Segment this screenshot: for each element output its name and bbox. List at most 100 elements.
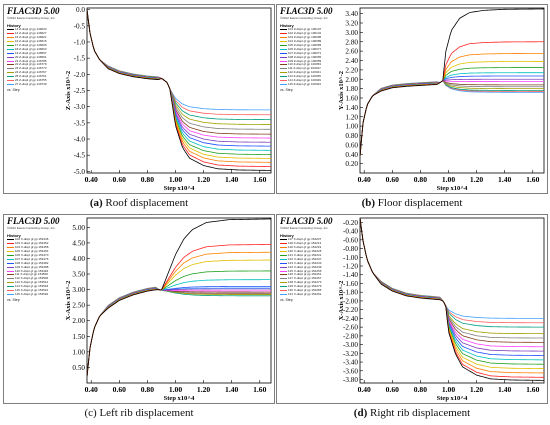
legend-text: 109 Z-displ gf gp 100059 bbox=[288, 58, 322, 63]
legend-entry-c-1: 103 X-displ gf gp 153452 bbox=[7, 242, 63, 246]
legend-text: 22 Z-displ gf gp 146779 bbox=[15, 62, 47, 67]
caption-b-text: Floor displacement bbox=[375, 197, 463, 209]
legend-swatch bbox=[280, 278, 287, 280]
legend-text: 20 Z-displ gf gp 146591 bbox=[15, 54, 47, 59]
plot-d: -0.20-0.40-0.60-0.80-1.00-1.20-1.40-1.60… bbox=[338, 217, 545, 402]
legend-entry-d-12: 129 X-displ gf gp 152279 bbox=[280, 285, 336, 289]
legend-entry-d-8: 125 X-displ gf gp 152255 bbox=[280, 269, 336, 273]
y-tick-label: 1.00 bbox=[72, 348, 85, 356]
legend-swatch bbox=[280, 33, 287, 35]
y-tick-label: 0.60 bbox=[345, 141, 358, 149]
legend-entry-b-11: 112 Z-displ gf gp 100041 bbox=[280, 71, 336, 75]
plot-b: 0.200.400.600.801.001.201.401.601.802.00… bbox=[338, 7, 545, 192]
y-tick-label: -3.00 bbox=[343, 341, 358, 349]
legend-text: 25 Z-displ gf gp 146761 bbox=[15, 74, 47, 79]
legend-text: 114 X-displ gf gp 153518 bbox=[15, 284, 49, 289]
legend-swatch bbox=[7, 239, 14, 241]
legend-text: 129 X-displ gf gp 152279 bbox=[288, 284, 322, 289]
legend-entry-a-4: 17 Z-displ gf gp 146609 bbox=[7, 44, 63, 48]
y-tick-label: -1.5 bbox=[74, 55, 86, 63]
legend-entry-c-6: 108 X-displ gf gp 153482 bbox=[7, 261, 63, 265]
legend-entry-d-4: 121 X-displ gf gp 152231 bbox=[280, 254, 336, 258]
history-label-c: History bbox=[7, 233, 21, 238]
y-tick-label: -2.5 bbox=[74, 87, 86, 95]
legend-swatch bbox=[7, 76, 14, 78]
caption-c-tag: (c) bbox=[84, 407, 97, 419]
legend-entry-c-5: 107 X-displ gf gp 153476 bbox=[7, 257, 63, 261]
legend-entry-d-1: 118 X-displ gf gp 152213 bbox=[280, 242, 336, 246]
legend-entry-b-10: 111 Z-displ gf gp 100047 bbox=[280, 67, 336, 71]
x-tick-label: 1.40 bbox=[498, 385, 511, 394]
x-tick-label: 0.80 bbox=[141, 175, 154, 184]
legend-text: 104 Z-displ gf gp 100089 bbox=[288, 39, 322, 44]
y-tick-label: 0.20 bbox=[345, 160, 358, 168]
legend-swatch bbox=[280, 80, 287, 82]
y-tick-label: -1.0 bbox=[74, 38, 86, 46]
y-tick-label: 3.00 bbox=[72, 286, 85, 294]
legend-swatch bbox=[7, 52, 14, 54]
legend-entry-c-14: 116 X-displ gf gp 153530 bbox=[7, 292, 63, 296]
caption-d-tag: (d) bbox=[353, 407, 368, 419]
y-tick-label: -2.0 bbox=[74, 71, 86, 79]
y-tick-label: 2.00 bbox=[72, 317, 85, 325]
legend-swatch bbox=[280, 255, 287, 256]
legend-text: 110 X-displ gf gp 153494 bbox=[15, 268, 49, 273]
legend-swatch bbox=[280, 83, 287, 85]
legend-entry-b-1: 102 Z-displ gf gp 100101 bbox=[280, 32, 336, 36]
legend-text: 27 Z-displ gf gp 146749 bbox=[15, 81, 47, 86]
y-tick-label: 4.00 bbox=[72, 255, 85, 263]
legend-text: 106 Z-displ gf gp 100077 bbox=[288, 46, 322, 51]
copyright-b: ©2012 Itasca Consulting Group, Inc. bbox=[280, 16, 329, 20]
series-group bbox=[87, 218, 271, 377]
legend-text: 116 X-displ gf gp 153530 bbox=[15, 291, 49, 296]
legend-text: 113 Z-displ gf gp 100035 bbox=[288, 74, 321, 79]
x-axis-label: Step x10^4 bbox=[164, 395, 195, 402]
legend-entry-c-11: 113 X-displ gf gp 153512 bbox=[7, 281, 63, 285]
y-tick-label: -2.40 bbox=[343, 315, 358, 323]
legend-text: 114 Z-displ gf gp 100029 bbox=[288, 78, 321, 83]
legend-text: 103 Z-displ gf gp 100095 bbox=[288, 35, 322, 40]
y-tick-label: 1.50 bbox=[72, 333, 85, 341]
y-tick-label: -3.60 bbox=[343, 367, 358, 375]
plot-frame bbox=[359, 217, 545, 384]
x-tick-label: 1.00 bbox=[169, 385, 182, 394]
y-tick-label: 2.50 bbox=[72, 302, 85, 310]
legend-entry-a-10: 23 Z-displ gf gp 146773 bbox=[7, 67, 63, 71]
y-axis-label: Z-Axis x10^-2 bbox=[65, 71, 72, 110]
y-tick-label: -0.80 bbox=[343, 245, 358, 253]
legend-entry-b-0: 101 Z-displ gf gp 100107 bbox=[280, 28, 336, 32]
legend-text: 117 X-displ gf gp 152207 bbox=[288, 237, 322, 242]
legend-text: 108 Z-displ gf gp 100065 bbox=[288, 54, 322, 59]
x-tick-label: 0.40 bbox=[85, 175, 98, 184]
legend-c: FLAC3D 5.00 ©2012 Itasca Consulting Group… bbox=[5, 216, 63, 402]
series-line-1 bbox=[360, 8, 544, 157]
legend-entry-b-4: 105 Z-displ gf gp 100083 bbox=[280, 44, 336, 48]
legend-entry-b-6: 107 Z-displ gf gp 100071 bbox=[280, 51, 336, 55]
chart-panel-c: FLAC3D 5.00 ©2012 Itasca Consulting Group… bbox=[3, 214, 275, 404]
legend-swatch bbox=[280, 293, 287, 295]
y-tick-label: 1.00 bbox=[345, 123, 358, 131]
caption-c: (c) Left rib displacement bbox=[3, 407, 275, 419]
legend-entry-c-2: 104 X-displ gf gp 153458 bbox=[7, 246, 63, 250]
y-tick-label: 2.00 bbox=[345, 76, 358, 84]
y-tick-label: -0.5 bbox=[74, 22, 86, 30]
legend-entry-b-12: 113 Z-displ gf gp 100035 bbox=[280, 75, 336, 79]
legend-text: 13 Z-displ gf gp 146633 bbox=[15, 27, 47, 32]
legend-text: 101 Z-displ gf gp 100107 bbox=[288, 27, 322, 32]
legend-entry-c-4: 106 X-displ gf gp 153470 bbox=[7, 254, 63, 258]
legend-swatch bbox=[7, 72, 14, 74]
vs-label-a: vs. Step bbox=[7, 88, 20, 93]
legend-text: 21 Z-displ gf gp 146785 bbox=[15, 58, 47, 63]
legend-swatch bbox=[280, 258, 287, 260]
legend-swatch bbox=[280, 266, 287, 268]
history-label-b: History bbox=[280, 23, 294, 28]
legend-entry-c-9: 111 X-displ gf gp 153500 bbox=[7, 273, 63, 277]
legend-swatch bbox=[280, 270, 287, 272]
legend-entry-a-3: 16 Z-displ gf gp 146615 bbox=[7, 40, 63, 44]
copyright-d: ©2012 Itasca Consulting Group, Inc. bbox=[280, 226, 329, 230]
legend-text: 125 X-displ gf gp 152255 bbox=[288, 268, 322, 273]
x-axis-label: Step x10^4 bbox=[437, 395, 468, 402]
legend-swatch bbox=[7, 33, 14, 35]
y-axis-label: X-Axis x10^-2 bbox=[65, 281, 72, 321]
legend-entry-d-11: 128 X-displ gf gp 152273 bbox=[280, 281, 336, 285]
